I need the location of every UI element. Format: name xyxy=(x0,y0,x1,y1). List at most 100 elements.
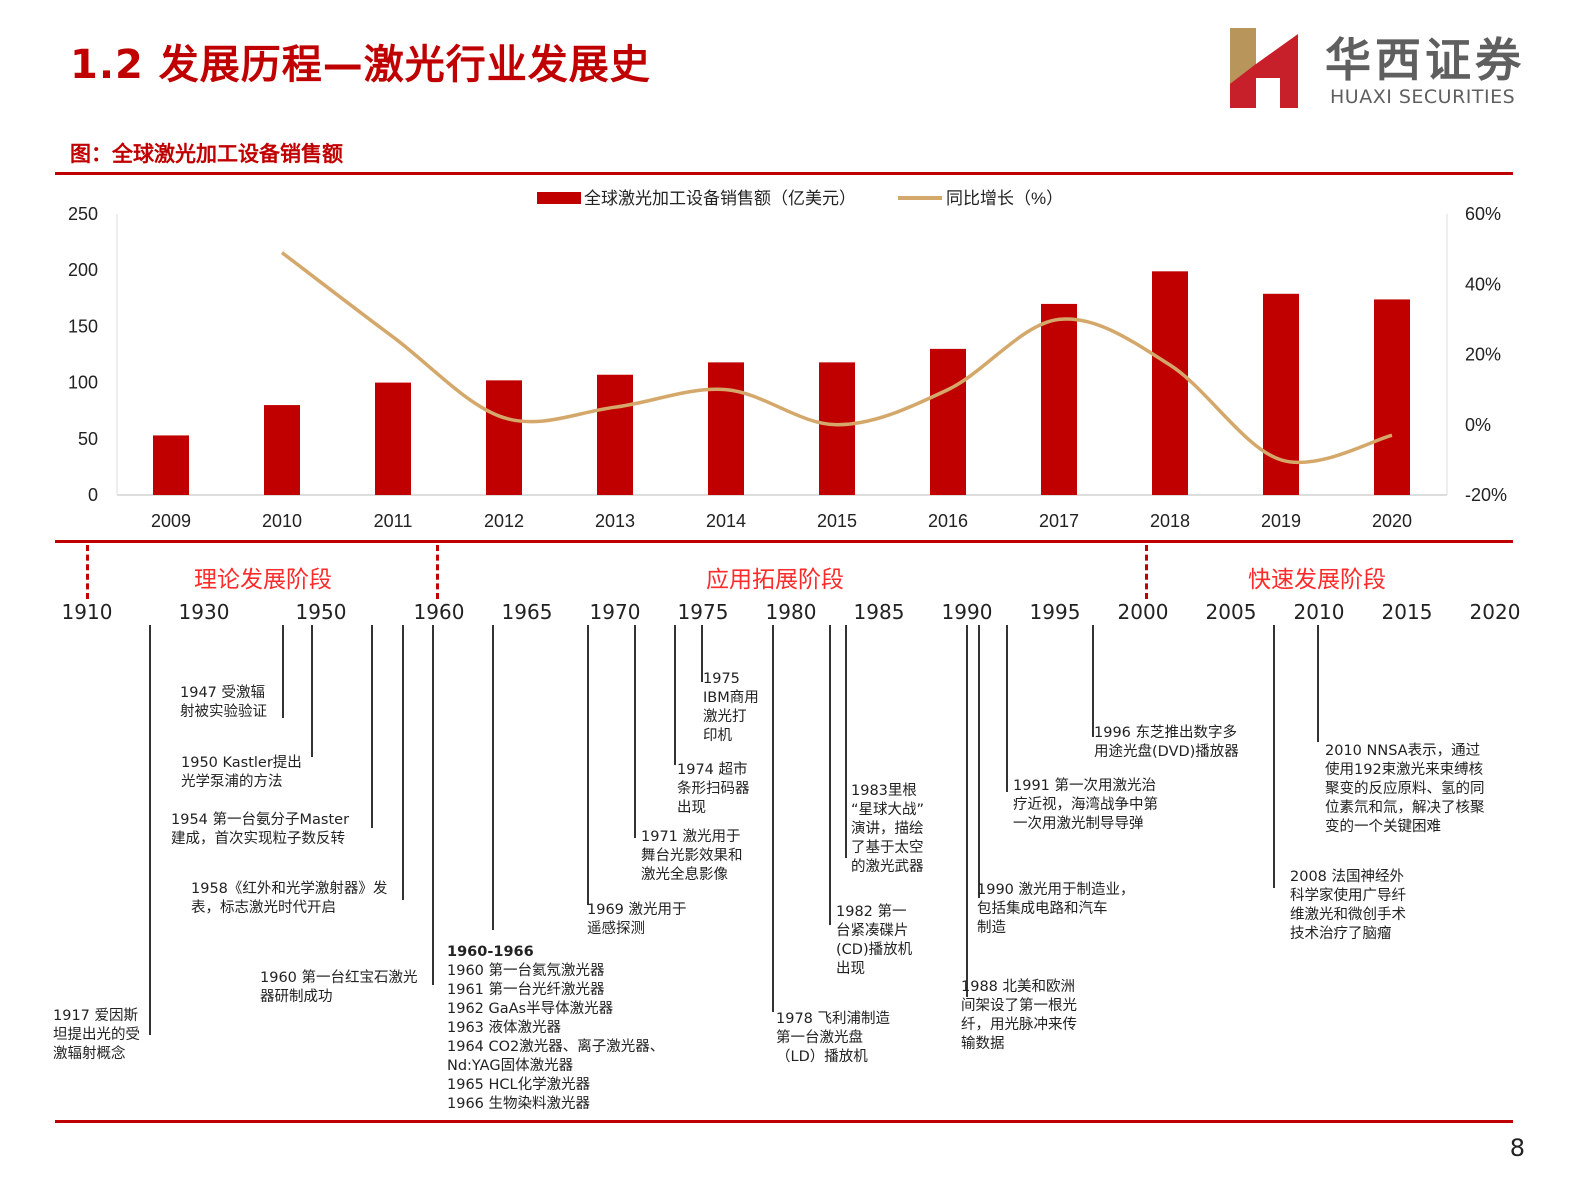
sales-chart: 全球激光加工设备销售额（亿美元） 同比增长（%） 0 50 100 150 200 250… xyxy=(68,189,1507,531)
timeline-event: 1990 激光用于制造业， 包括集成电路和汽车 制造 xyxy=(977,882,1135,936)
timeline-event: 1958《红外和光学激射器》发 表，标志激光时代开启 xyxy=(191,881,388,916)
block-line: 1960 第一台氦氖激光器 xyxy=(447,963,605,979)
event-connector xyxy=(966,625,968,997)
bar-2018 xyxy=(1152,271,1188,495)
block-line: 1964 CO2激光器、离子激光器、 xyxy=(447,1039,665,1055)
timeline-year: 1950 xyxy=(295,600,347,624)
bar-2015 xyxy=(819,362,855,495)
event-connector xyxy=(1092,625,1094,737)
growth-line xyxy=(280,251,1393,465)
timeline-event: 1971 激光用于 舞台光影效果和 激光全息影像 xyxy=(641,829,743,883)
left-tick-label: 0 xyxy=(88,485,98,505)
timeline-event: 1996 东芝推出数字多 用途光盘(DVD)播放器 xyxy=(1094,725,1239,760)
left-tick-label: 200 xyxy=(68,260,98,280)
block-line: 1966 生物染料激光器 xyxy=(447,1096,591,1112)
timeline-event: 1988 北美和欧洲 间架设了第一根光 纤，用光脉冲来传 输数据 xyxy=(961,979,1077,1052)
right-tick-label: 0% xyxy=(1465,415,1491,435)
x-tick-label: 2011 xyxy=(374,511,413,531)
event-connector xyxy=(829,625,831,925)
right-tick-label: 40% xyxy=(1465,274,1501,294)
x-tick-label: 2015 xyxy=(817,511,857,531)
bar-2014 xyxy=(708,362,744,495)
timeline-year: 1960 xyxy=(413,600,465,624)
bar-2010 xyxy=(264,405,300,495)
bar-2020 xyxy=(1374,299,1410,495)
phase-label: 快速发展阶段 xyxy=(1248,567,1386,593)
x-tick-label: 2017 xyxy=(1039,511,1079,531)
block-line: 1963 液体激光器 xyxy=(447,1020,562,1036)
x-tick-label: 2010 xyxy=(262,511,302,531)
bar-2009 xyxy=(153,435,189,495)
event-connector xyxy=(282,625,284,718)
block-line: 1961 第一台光纤激光器 xyxy=(447,982,605,998)
timeline-year: 2015 xyxy=(1381,600,1433,624)
timeline-event: 2008 法国神经外 科学家使用广导纤 维激光和微创手术 技术治疗了脑瘤 xyxy=(1290,869,1406,942)
page-title: 1.2 发展历程—激光行业发展史 xyxy=(70,42,651,88)
legend-bar-swatch xyxy=(537,192,581,204)
event-connector xyxy=(492,625,494,930)
logo-english-name: HUAXI SECURITIES xyxy=(1330,86,1516,108)
timeline-year: 2000 xyxy=(1117,600,1169,624)
timeline-event: 1991 第一次用激光治 疗近视，海湾战争中第 一次用激光制导导弹 xyxy=(1013,778,1158,832)
timeline-year: 1930 xyxy=(178,600,230,624)
right-tick-label: 60% xyxy=(1465,204,1501,224)
timeline-year: 2010 xyxy=(1293,600,1345,624)
x-tick-label: 2012 xyxy=(484,511,524,531)
timeline-year: 1965 xyxy=(501,600,553,624)
timeline-year: 1910 xyxy=(61,600,113,624)
event-connector xyxy=(1273,625,1275,888)
timeline-year: 1975 xyxy=(677,600,729,624)
timeline-event: 1917 爱因斯 坦提出光的受 激辐射概念 xyxy=(53,1008,140,1062)
x-tick-label: 2016 xyxy=(928,511,968,531)
event-connector xyxy=(432,625,434,985)
x-tick-label: 2019 xyxy=(1261,511,1301,531)
phase-label: 应用拓展阶段 xyxy=(706,567,844,593)
left-tick-label: 50 xyxy=(78,429,98,449)
x-tick-label: 2018 xyxy=(1150,511,1190,531)
timeline-year: 1995 xyxy=(1029,600,1081,624)
timeline-event: 1960 第一台红宝石激光 器研制成功 xyxy=(260,970,418,1005)
timeline-event: 1950 Kastler提出 光学泵浦的方法 xyxy=(181,755,302,790)
left-tick-label: 100 xyxy=(68,373,98,393)
bar-2019 xyxy=(1263,293,1299,495)
event-connector xyxy=(845,625,847,858)
bar-2013 xyxy=(597,374,633,495)
block-line: 1965 HCL化学激光器 xyxy=(447,1077,591,1093)
right-tick-label: 20% xyxy=(1465,345,1501,365)
divider-top xyxy=(55,172,1513,175)
huaxi-logo xyxy=(1230,28,1298,108)
event-connector xyxy=(587,625,589,905)
event-connector xyxy=(149,625,151,1035)
timeline-event: 1982 第一 台紧凑碟片 (CD)播放机 出现 xyxy=(836,904,913,977)
timeline-event: 1969 激光用于 遥感探测 xyxy=(587,902,687,937)
event-connector xyxy=(1317,625,1319,742)
event-connector xyxy=(371,625,373,828)
timeline-year: 2005 xyxy=(1205,600,1257,624)
divider-timeline xyxy=(55,540,1513,543)
timeline-year: 2020 xyxy=(1469,600,1521,624)
bar-2017 xyxy=(1041,303,1077,495)
event-connector xyxy=(701,625,703,682)
page-number: 8 xyxy=(1509,1134,1525,1162)
right-tick-label: -20% xyxy=(1465,485,1507,505)
x-tick-label: 2020 xyxy=(1372,511,1412,531)
phase-divider xyxy=(1145,545,1148,599)
x-tick-label: 2014 xyxy=(706,511,746,531)
bar-2012 xyxy=(486,380,522,495)
timeline-event: 1978 飞利浦制造 第一台激光盘 （LD）播放机 xyxy=(776,1011,891,1065)
divider-bottom xyxy=(55,1120,1513,1123)
chart-legend: 全球激光加工设备销售额（亿美元） 同比增长（%） xyxy=(537,189,1063,208)
legend-line-label: 同比增长（%） xyxy=(946,189,1063,208)
phase-divider xyxy=(86,545,89,599)
x-tick-label: 2013 xyxy=(595,511,635,531)
timeline-year: 1990 xyxy=(941,600,993,624)
timeline-event: 2010 NNSA表示，通过 使用192束激光来束缚核 聚变的反应原料、氢的同 … xyxy=(1325,743,1485,835)
event-connector xyxy=(1006,625,1008,792)
timeline-year: 1980 xyxy=(765,600,817,624)
laser-types-block: 1960-1966 1960 第一台氦氖激光器 1961 第一台光纤激光器 1962 … xyxy=(447,943,664,1114)
logo-chinese-name: 华西证券 xyxy=(1325,33,1525,87)
timeline-event: 1983里根 “星球大战” 演讲，描绘 了基于太空 的激光武器 xyxy=(851,783,925,875)
timeline-year: 1985 xyxy=(853,600,905,624)
block-title: 1960-1966 xyxy=(447,944,534,960)
x-tick-label: 2009 xyxy=(151,511,191,531)
